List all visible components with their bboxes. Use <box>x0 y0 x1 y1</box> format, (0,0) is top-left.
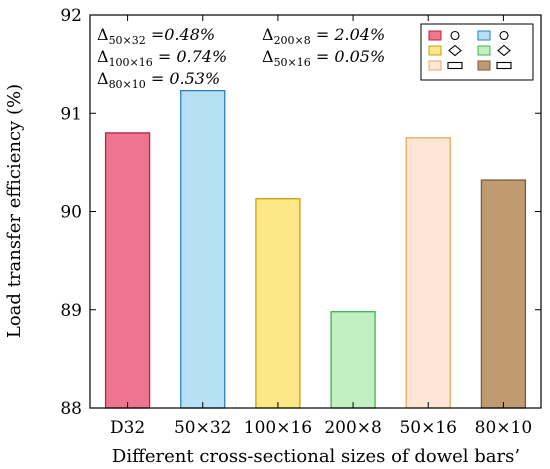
legend-swatch <box>477 45 491 56</box>
x-tick-label: 80×10 <box>475 418 533 438</box>
y-tick-label: 88 <box>60 399 82 419</box>
x-axis-title: Different cross-sectional sizes of dowel… <box>112 446 520 467</box>
x-tick-label: 100×16 <box>244 418 312 438</box>
bar-5 <box>480 179 527 409</box>
bars <box>104 90 527 409</box>
legend <box>420 23 534 81</box>
legend-swatch <box>428 45 442 56</box>
annotations: Δ50×32 =0.48% Δ200×8 = 2.04% Δ100×16 = 0.7… <box>97 25 385 91</box>
bar-4 <box>405 137 451 409</box>
y-tick-label: 91 <box>60 104 82 124</box>
annotation-delta: Δ50×32 =0.48% <box>97 25 215 47</box>
bar-1 <box>180 90 226 409</box>
x-tick-label: 50×32 <box>174 418 232 438</box>
circle-icon <box>499 30 509 41</box>
y-tick-label: 92 <box>60 6 82 26</box>
bar-2 <box>255 198 301 409</box>
annotation-delta: Δ100×16 = 0.74% <box>97 47 227 69</box>
y-axis-title: Load transfer efficiency (%) <box>4 84 25 338</box>
diamond-icon <box>448 44 462 57</box>
legend-swatch <box>477 60 491 71</box>
circle-icon <box>450 30 460 41</box>
x-tick-label: D32 <box>110 418 145 438</box>
y-tick-label: 90 <box>60 203 82 223</box>
legend-swatch <box>477 30 491 41</box>
annotation-delta: Δ50×16 = 0.05% <box>262 47 385 69</box>
bar-0 <box>104 132 151 409</box>
diamond-icon <box>497 44 511 57</box>
rectangle-icon <box>496 61 512 70</box>
legend-swatch <box>428 60 442 71</box>
axis-ticks: 88 89 90 91 92 D32 50×32 100×16 200×8 50×16 80×10 <box>60 6 541 438</box>
annotation-delta: Δ200×8 = 2.04% <box>262 25 385 47</box>
annotation-delta: Δ80×10 = 0.53% <box>97 69 220 91</box>
y-tick-label: 89 <box>60 301 82 321</box>
rectangle-icon <box>447 61 463 70</box>
legend-swatch <box>428 30 442 41</box>
bar-3 <box>330 311 376 409</box>
x-tick-label: 50×16 <box>399 418 457 438</box>
x-tick-label: 200×8 <box>324 418 382 438</box>
